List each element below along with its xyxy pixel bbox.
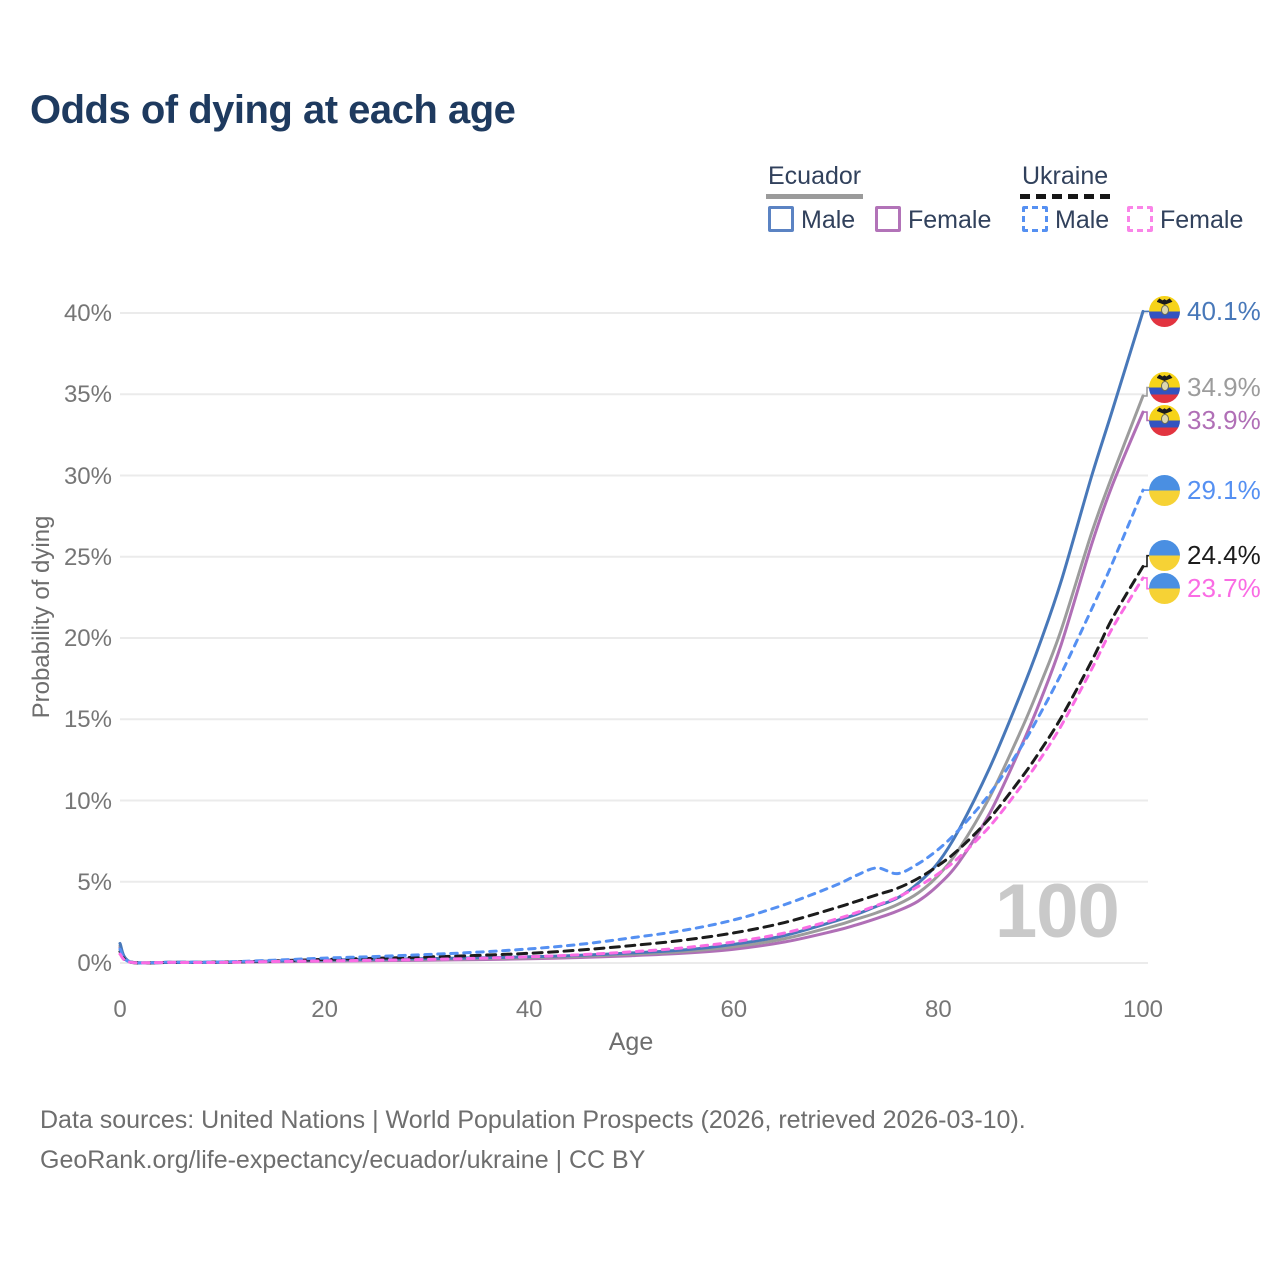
- end-label-value: 40.1%: [1187, 295, 1261, 326]
- legend-group-ukraine-title: Ukraine: [1022, 162, 1109, 190]
- x-tick-label: 20: [311, 996, 338, 1023]
- legend-ukraine-line-swatch: [1020, 194, 1114, 199]
- legend-label-ecuador-male: Male: [801, 206, 856, 234]
- x-tick-label: 60: [720, 996, 748, 1023]
- x-tick-label: 100: [1122, 996, 1164, 1023]
- y-tick-label: 15%: [63, 706, 112, 734]
- y-tick-label: 30%: [63, 462, 112, 490]
- series-line-ukraine-male: [118, 488, 1145, 965]
- legend-swatch-ukraine-female: [1127, 206, 1153, 232]
- end-label-ecuador-female: 33.9%: [1149, 404, 1261, 438]
- ukraine-flag-icon: [1149, 540, 1180, 572]
- end-label-value: 33.9%: [1187, 405, 1261, 435]
- legend-swatch-ecuador-male: [768, 206, 794, 232]
- y-tick-label: 0%: [77, 950, 112, 977]
- y-tick-label: 20%: [63, 625, 112, 652]
- ukraine-flag-icon: [1149, 474, 1180, 506]
- legend-label-ukraine-male: Male: [1055, 206, 1110, 234]
- y-tick-label: 40%: [63, 300, 112, 327]
- ecuador-flag-icon: [1149, 372, 1180, 403]
- legend-group-ecuador-title: Ecuador: [768, 162, 862, 190]
- ecuador-flag-icon: [1149, 295, 1180, 327]
- end-label-ukraine: 24.4%: [1149, 539, 1261, 573]
- series-line-ecuador: [118, 394, 1145, 965]
- legend-swatch-ecuador-female: [875, 206, 901, 232]
- ukraine-flag-icon: [1149, 573, 1180, 605]
- y-tick-label: 35%: [63, 381, 112, 409]
- y-tick-label: 5%: [77, 868, 112, 896]
- y-tick-label: 25%: [63, 543, 112, 571]
- ecuador-flag-icon: [1149, 405, 1180, 436]
- end-label-value: 23.7%: [1187, 573, 1261, 604]
- x-tick-label: 40: [515, 996, 543, 1023]
- x-axis-title: Age: [608, 1028, 654, 1056]
- legend-ecuador-line-swatch: [766, 194, 863, 199]
- end-label-value: 29.1%: [1187, 474, 1261, 505]
- series-line-ukraine-female: [118, 576, 1145, 965]
- legend-label-ecuador-female: Female: [908, 206, 992, 234]
- footer-attribution: GeoRank.org/life-expectancy/ecuador/ukra…: [40, 1146, 646, 1174]
- end-label-ukraine-female: 23.7%: [1149, 572, 1261, 606]
- series-line-ecuador-female: [118, 410, 1145, 965]
- end-label-ecuador-male: 40.1%: [1149, 294, 1261, 328]
- end-label-ecuador: 34.9%: [1149, 371, 1261, 405]
- age-watermark: 100: [995, 869, 1120, 954]
- x-tick-label: 80: [925, 996, 952, 1023]
- y-tick-label: 10%: [63, 787, 112, 815]
- footer-sources: Data sources: United Nations | World Pop…: [40, 1106, 1026, 1134]
- end-label-ukraine-male: 29.1%: [1149, 473, 1261, 507]
- x-tick-label: 0: [113, 996, 127, 1023]
- legend-label-ukraine-female: Female: [1160, 206, 1244, 234]
- chart-title: Odds of dying at each age: [30, 88, 516, 132]
- end-label-value: 34.9%: [1187, 372, 1261, 402]
- end-label-value: 24.4%: [1187, 540, 1261, 571]
- legend-swatch-ukraine-male: [1022, 206, 1048, 232]
